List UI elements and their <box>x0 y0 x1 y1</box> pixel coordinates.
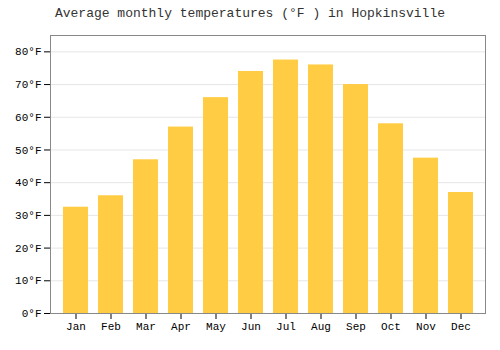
svg-text:Jun: Jun <box>241 321 261 333</box>
svg-text:50°F: 50°F <box>15 144 41 156</box>
svg-text:10°F: 10°F <box>15 275 41 287</box>
svg-text:Jul: Jul <box>276 321 296 333</box>
svg-text:20°F: 20°F <box>15 243 41 255</box>
svg-text:80°F: 80°F <box>15 46 41 58</box>
svg-text:Dec: Dec <box>451 321 471 333</box>
svg-text:Jan: Jan <box>66 321 86 333</box>
svg-text:70°F: 70°F <box>15 79 41 91</box>
svg-text:Apr: Apr <box>171 321 191 333</box>
svg-text:30°F: 30°F <box>15 210 41 222</box>
svg-text:40°F: 40°F <box>15 177 41 189</box>
svg-text:Aug: Aug <box>311 321 331 333</box>
svg-text:Feb: Feb <box>101 321 121 333</box>
svg-text:0°F: 0°F <box>22 308 42 320</box>
svg-text:60°F: 60°F <box>15 112 41 124</box>
svg-text:Nov: Nov <box>416 321 436 333</box>
svg-text:Mar: Mar <box>136 321 156 333</box>
svg-text:May: May <box>206 321 226 333</box>
svg-text:Oct: Oct <box>381 321 401 333</box>
html-text:Average monthly temperatures (: Average monthly temperatures (°F ) in Ho… <box>55 6 445 21</box>
svg-text:Sep: Sep <box>346 321 366 333</box>
